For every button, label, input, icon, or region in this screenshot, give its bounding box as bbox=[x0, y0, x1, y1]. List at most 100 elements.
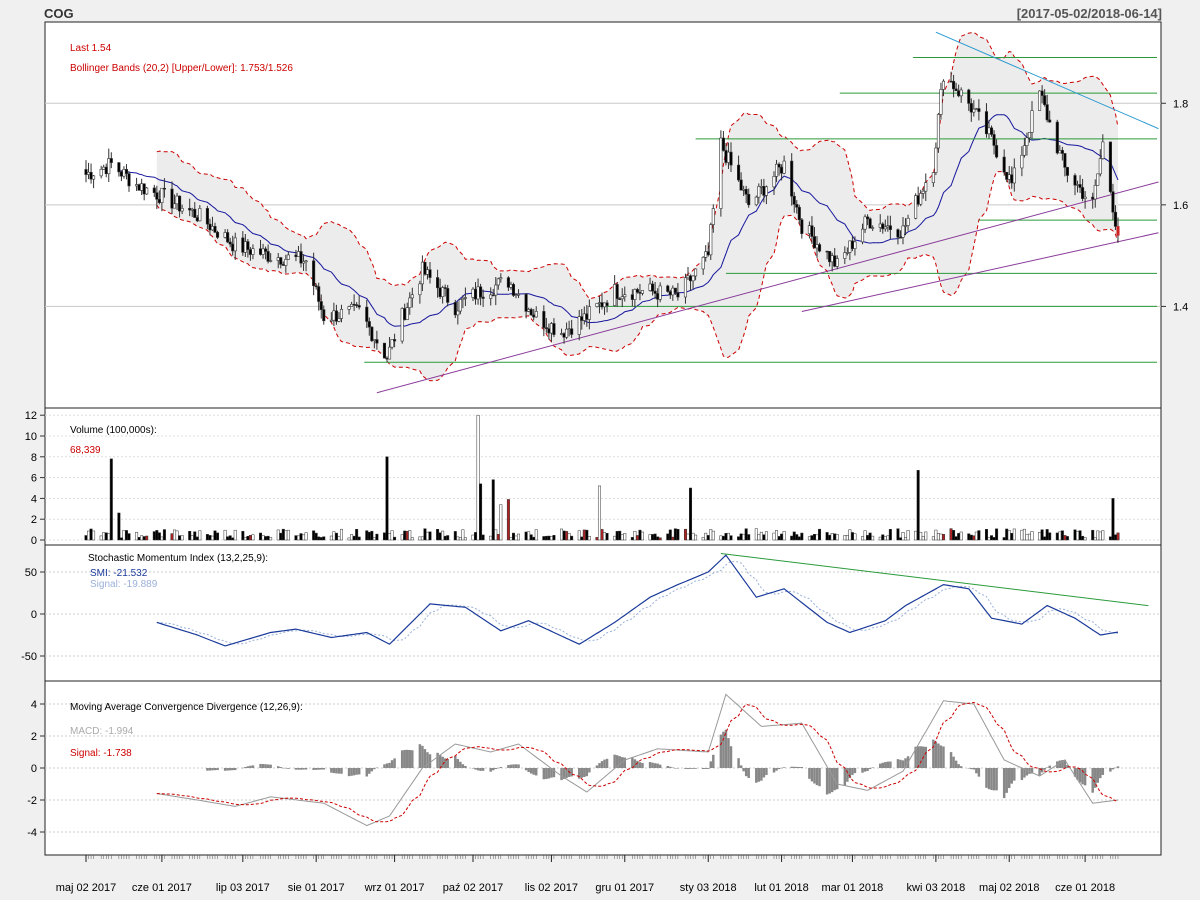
volume-bar bbox=[580, 536, 584, 541]
volume-bar bbox=[620, 534, 624, 541]
macd-histogram-bar bbox=[901, 760, 905, 768]
candle bbox=[443, 287, 447, 289]
candle bbox=[1005, 171, 1009, 180]
macd-histogram-bar bbox=[863, 768, 867, 772]
macd-histogram-bar bbox=[259, 763, 262, 768]
macd-histogram-bar bbox=[474, 768, 477, 770]
volume-bar bbox=[990, 535, 994, 541]
volume-bar bbox=[173, 529, 177, 541]
volume-bar bbox=[747, 534, 751, 541]
macd-histogram-bar bbox=[383, 764, 386, 768]
macd-histogram-bar bbox=[656, 763, 659, 768]
macd-histogram-bar bbox=[889, 761, 892, 768]
macd-histogram-bar bbox=[226, 768, 229, 771]
macd-histogram-bar bbox=[1076, 768, 1079, 780]
volume-value: 68,339 bbox=[70, 445, 101, 456]
volume-bar bbox=[800, 532, 804, 541]
candle bbox=[881, 223, 885, 230]
candle bbox=[527, 309, 531, 312]
volume-bar bbox=[1012, 528, 1016, 541]
smi-axis-label: 0 bbox=[31, 609, 37, 621]
candle bbox=[587, 306, 591, 320]
candle bbox=[104, 166, 108, 175]
volume-bar bbox=[1060, 530, 1064, 541]
candle bbox=[949, 80, 953, 83]
macd-histogram-bar bbox=[489, 768, 492, 772]
volume-bar bbox=[456, 536, 460, 541]
candle bbox=[795, 204, 799, 208]
volume-bar bbox=[967, 533, 971, 541]
volume-bar bbox=[754, 528, 758, 541]
candle bbox=[602, 302, 607, 308]
macd-histogram-bar bbox=[760, 768, 763, 781]
macd-histogram-bar bbox=[368, 768, 371, 774]
candle bbox=[916, 195, 920, 205]
volume-bar bbox=[410, 537, 414, 541]
candle bbox=[456, 310, 460, 316]
volume-bar bbox=[898, 537, 902, 541]
volume-bar bbox=[833, 533, 837, 541]
volume-bar bbox=[246, 535, 250, 541]
volume-bar bbox=[312, 530, 316, 541]
volume-bar bbox=[683, 528, 687, 541]
candle bbox=[605, 302, 609, 306]
macd-histogram-bar bbox=[866, 768, 869, 771]
candle bbox=[226, 232, 230, 243]
candle bbox=[919, 193, 923, 205]
candle bbox=[142, 183, 146, 195]
macd-histogram-bar bbox=[476, 768, 480, 771]
bollinger-upper bbox=[156, 32, 1119, 300]
candle bbox=[124, 169, 129, 174]
macd-histogram-bar bbox=[1063, 759, 1067, 768]
candle bbox=[266, 251, 270, 262]
candle bbox=[491, 294, 495, 297]
macd-histogram-bar bbox=[365, 768, 368, 777]
candle bbox=[957, 90, 961, 97]
candle bbox=[1111, 191, 1115, 213]
volume-bar bbox=[180, 535, 184, 541]
macd-histogram-bar bbox=[800, 767, 804, 768]
volume-bar bbox=[170, 533, 174, 541]
macd-histogram-bar bbox=[1111, 768, 1115, 770]
candle bbox=[1025, 137, 1029, 146]
candle bbox=[223, 232, 227, 238]
volume-bar bbox=[673, 528, 677, 541]
volume-bar bbox=[481, 534, 485, 541]
macd-histogram-bar bbox=[954, 760, 958, 768]
candle bbox=[812, 236, 817, 249]
volume-bar bbox=[322, 536, 326, 541]
macd-histogram-bar bbox=[790, 766, 793, 768]
candle bbox=[878, 223, 882, 228]
candle bbox=[175, 195, 179, 205]
macd-histogram-bar bbox=[603, 759, 606, 768]
candle bbox=[845, 252, 849, 254]
candle bbox=[375, 339, 379, 344]
volume-bar bbox=[795, 534, 799, 541]
volume-bar bbox=[157, 532, 161, 541]
macd-histogram-bar bbox=[481, 768, 485, 771]
volume-bar bbox=[1091, 529, 1095, 541]
candle bbox=[686, 275, 690, 279]
macd-histogram-bar bbox=[825, 768, 829, 795]
candle bbox=[868, 218, 872, 229]
candle bbox=[792, 195, 796, 205]
bollinger-band-fill bbox=[156, 32, 1119, 381]
candle bbox=[473, 288, 478, 300]
volume-bar bbox=[959, 531, 963, 541]
macd-histogram-bar bbox=[972, 768, 976, 770]
volume-bar bbox=[511, 532, 515, 541]
candle bbox=[739, 179, 743, 191]
macd-histogram-bar bbox=[304, 768, 308, 770]
volume-bar bbox=[587, 536, 591, 541]
macd-histogram-bar bbox=[588, 768, 591, 773]
candle bbox=[296, 251, 301, 257]
candle bbox=[896, 229, 900, 238]
volume-bar bbox=[567, 533, 571, 541]
volume-bar bbox=[603, 532, 607, 541]
volume-bar bbox=[711, 530, 715, 541]
candle bbox=[1091, 196, 1095, 200]
candle bbox=[215, 231, 220, 238]
volume-bar bbox=[514, 535, 518, 541]
volume-bar bbox=[850, 532, 854, 541]
macd-histogram-bar bbox=[843, 768, 847, 786]
